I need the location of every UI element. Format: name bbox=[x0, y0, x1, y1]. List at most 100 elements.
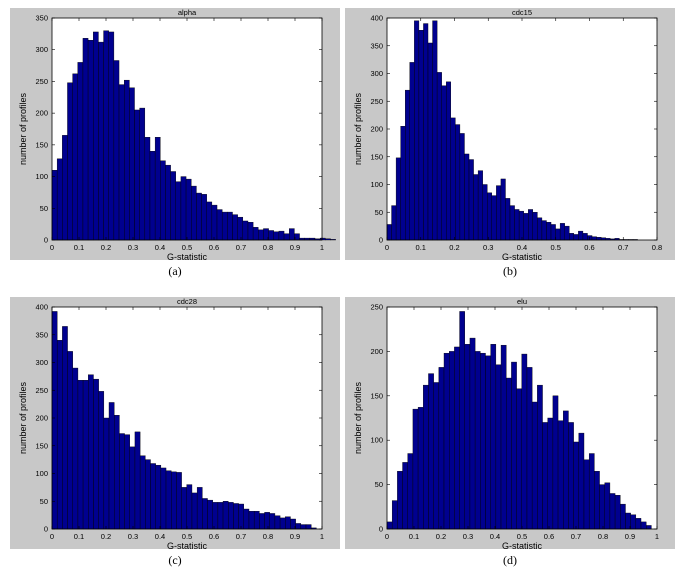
x-tick-label: 0.5 bbox=[182, 532, 192, 541]
histogram-bar bbox=[243, 508, 250, 530]
histogram-bar bbox=[228, 502, 234, 530]
histogram-bar bbox=[149, 150, 156, 241]
y-tick-label: 300 bbox=[35, 358, 48, 367]
histogram-bar bbox=[564, 225, 570, 241]
histogram-bar bbox=[113, 60, 120, 241]
histogram-bar bbox=[591, 236, 597, 241]
histogram-bar bbox=[154, 137, 161, 241]
histogram-bar bbox=[397, 471, 403, 530]
histogram-bar bbox=[170, 171, 176, 241]
histogram-bar bbox=[259, 513, 265, 530]
histogram-bar bbox=[212, 502, 219, 530]
y-tick-label: 200 bbox=[370, 125, 383, 134]
y-tick-label: 200 bbox=[35, 414, 48, 423]
histogram-bar bbox=[77, 380, 84, 530]
histogram-bar bbox=[473, 174, 479, 241]
histogram-bar bbox=[72, 73, 78, 241]
histogram-bar bbox=[325, 238, 331, 241]
histogram-bar bbox=[247, 222, 254, 241]
histogram-bar bbox=[279, 517, 286, 530]
x-tick-label: 0.2 bbox=[101, 243, 111, 252]
histogram-bar bbox=[108, 402, 115, 530]
histogram-bar bbox=[196, 192, 202, 241]
panel-a: 0 0.1 0.2 0.3 0.4 0.5 0.6 0.7 0.8 0.9 1 0 50 100 150 20… bbox=[10, 8, 340, 260]
histogram-bar bbox=[583, 459, 590, 530]
histogram-bar bbox=[103, 417, 110, 530]
histogram-bar bbox=[191, 492, 198, 530]
histogram-bar bbox=[450, 117, 456, 241]
histogram-bar bbox=[221, 211, 228, 241]
histogram-bar bbox=[139, 455, 146, 530]
x-tick-label: 0.1 bbox=[409, 532, 419, 541]
histogram-bar bbox=[563, 410, 569, 530]
histogram-bar bbox=[573, 234, 579, 241]
histogram-bar bbox=[550, 224, 556, 241]
x-tick-label: 0.7 bbox=[236, 243, 246, 252]
histogram-bar bbox=[82, 380, 89, 530]
x-tick-label: 0.8 bbox=[263, 532, 273, 541]
histogram-bar bbox=[412, 408, 419, 530]
histogram-bar bbox=[129, 446, 136, 530]
x-tick-label: 0.4 bbox=[490, 532, 500, 541]
x-tick-label: 0.1 bbox=[74, 243, 84, 252]
histogram-bar bbox=[155, 464, 162, 530]
histogram-bar bbox=[573, 441, 579, 530]
histogram-bar bbox=[518, 210, 524, 241]
y-tick-label: 300 bbox=[370, 69, 383, 78]
histogram-bar bbox=[330, 239, 336, 241]
y-tick-label: 200 bbox=[370, 347, 383, 356]
x-tick-label: 0.5 bbox=[517, 532, 527, 541]
histogram-bar bbox=[82, 38, 89, 241]
caption-a: (a) bbox=[168, 264, 182, 278]
histogram-bar bbox=[216, 209, 223, 241]
histogram-bar bbox=[56, 158, 63, 241]
panel-d: 0 0.1 0.2 0.3 0.4 0.5 0.6 0.7 0.8 0.9 1 0 50 100 150 20… bbox=[345, 297, 675, 549]
histogram-bar bbox=[134, 109, 140, 241]
histogram-bar bbox=[87, 40, 94, 241]
histogram-bar bbox=[569, 233, 575, 241]
y-tick-label: 100 bbox=[370, 180, 383, 189]
histogram-bar bbox=[491, 195, 497, 241]
histogram-bar bbox=[528, 209, 534, 241]
y-tick-label: 100 bbox=[370, 436, 383, 445]
histogram-bar bbox=[103, 30, 109, 241]
y-axis-label: number of profiles bbox=[353, 381, 363, 454]
histogram-bar bbox=[253, 511, 260, 530]
x-axis-label: G-statistic bbox=[167, 541, 208, 549]
panel-b: 0 0.1 0.2 0.3 0.4 0.5 0.6 0.7 0.8 0 50 100 150 200 250… bbox=[345, 8, 675, 260]
x-tick-label: 0 bbox=[385, 532, 389, 541]
histogram-bar bbox=[521, 353, 528, 530]
y-tick-label: 0 bbox=[44, 236, 48, 245]
y-tick-label: 0 bbox=[379, 525, 383, 534]
histogram-bar bbox=[464, 344, 471, 530]
histogram-bar bbox=[596, 237, 602, 241]
x-tick-label: 0.3 bbox=[128, 532, 138, 541]
histogram-bar bbox=[646, 525, 652, 530]
histogram-alpha: 0 0.1 0.2 0.3 0.4 0.5 0.6 0.7 0.8 0.9 1 0 50 100 150 20… bbox=[18, 8, 336, 260]
histogram-bar bbox=[98, 41, 104, 241]
y-tick-label: 50 bbox=[40, 497, 48, 506]
histogram-bar bbox=[222, 501, 229, 530]
histogram-bar bbox=[129, 87, 135, 241]
histogram-bar bbox=[123, 79, 130, 241]
histogram-bar bbox=[568, 422, 574, 530]
histogram-bar bbox=[599, 484, 605, 530]
histogram-bar bbox=[181, 487, 187, 530]
y-tick-label: 400 bbox=[35, 303, 48, 312]
histogram-bar bbox=[555, 228, 561, 241]
histogram-bar bbox=[67, 351, 73, 530]
y-tick-label: 0 bbox=[379, 236, 383, 245]
histogram-bar bbox=[285, 516, 291, 530]
x-tick-label: 0.6 bbox=[544, 532, 554, 541]
histogram-bar bbox=[269, 513, 276, 530]
histogram-bar bbox=[523, 213, 529, 241]
histogram-bar bbox=[423, 23, 429, 241]
histogram-bar bbox=[509, 205, 515, 241]
x-tick-label: 0 bbox=[50, 243, 54, 252]
histogram-bar bbox=[537, 384, 543, 530]
histogram-bar bbox=[93, 378, 99, 530]
histogram-bar bbox=[248, 511, 255, 530]
histogram-bar bbox=[432, 20, 438, 241]
x-tick-label: 0.9 bbox=[625, 532, 635, 541]
y-axis-label: number of profiles bbox=[353, 92, 363, 165]
